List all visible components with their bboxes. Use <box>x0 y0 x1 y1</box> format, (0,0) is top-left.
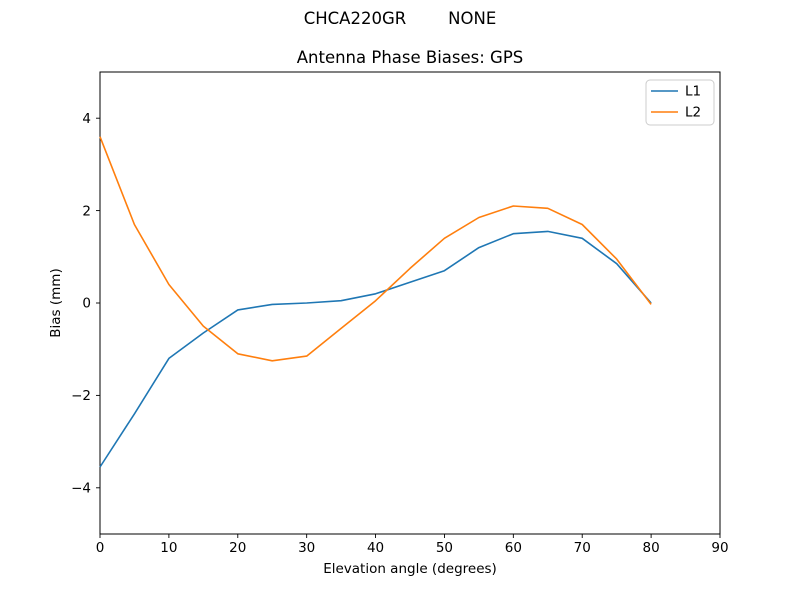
legend-entry-l1: L1 <box>651 84 701 100</box>
legend-entry-l2: L2 <box>651 105 701 121</box>
x-tick-label: 50 <box>436 540 453 556</box>
data-line-l2 <box>99 136 652 362</box>
y-tick-label: 0 <box>82 296 91 312</box>
y-tick-label: 2 <box>82 203 91 219</box>
figure-suptitle: CHCA220GR NONE <box>304 9 497 28</box>
y-tick-label: −2 <box>71 388 91 404</box>
data-line-l1 <box>99 230 652 468</box>
x-tick-label: 0 <box>96 540 105 556</box>
x-tick-label: 10 <box>160 540 177 556</box>
x-tick-label: 40 <box>367 540 384 556</box>
x-tick-label: 20 <box>229 540 246 556</box>
x-tick-label: 60 <box>505 540 522 556</box>
legend-label-l2: L2 <box>685 105 701 121</box>
x-tick-label: 80 <box>643 540 660 556</box>
legend: L1 L2 <box>645 79 715 126</box>
x-tick-label: 30 <box>298 540 315 556</box>
legend-label-l1: L1 <box>685 84 701 100</box>
legend-box <box>645 79 715 126</box>
y-tick-label: 4 <box>82 111 91 127</box>
x-tick-label: 70 <box>574 540 591 556</box>
x-axis-label: Elevation angle (degrees) <box>323 561 497 577</box>
axes-title: Antenna Phase Biases: GPS <box>297 48 524 67</box>
y-axis-label: Bias (mm) <box>48 268 64 337</box>
x-tick-label: 90 <box>711 540 728 556</box>
plot-area <box>99 71 721 535</box>
y-tick-label: −4 <box>71 481 91 497</box>
plot-dynamic-layer: 0 10 20 30 40 50 60 70 80 90 −4 −2 0 2 4 <box>71 111 729 556</box>
